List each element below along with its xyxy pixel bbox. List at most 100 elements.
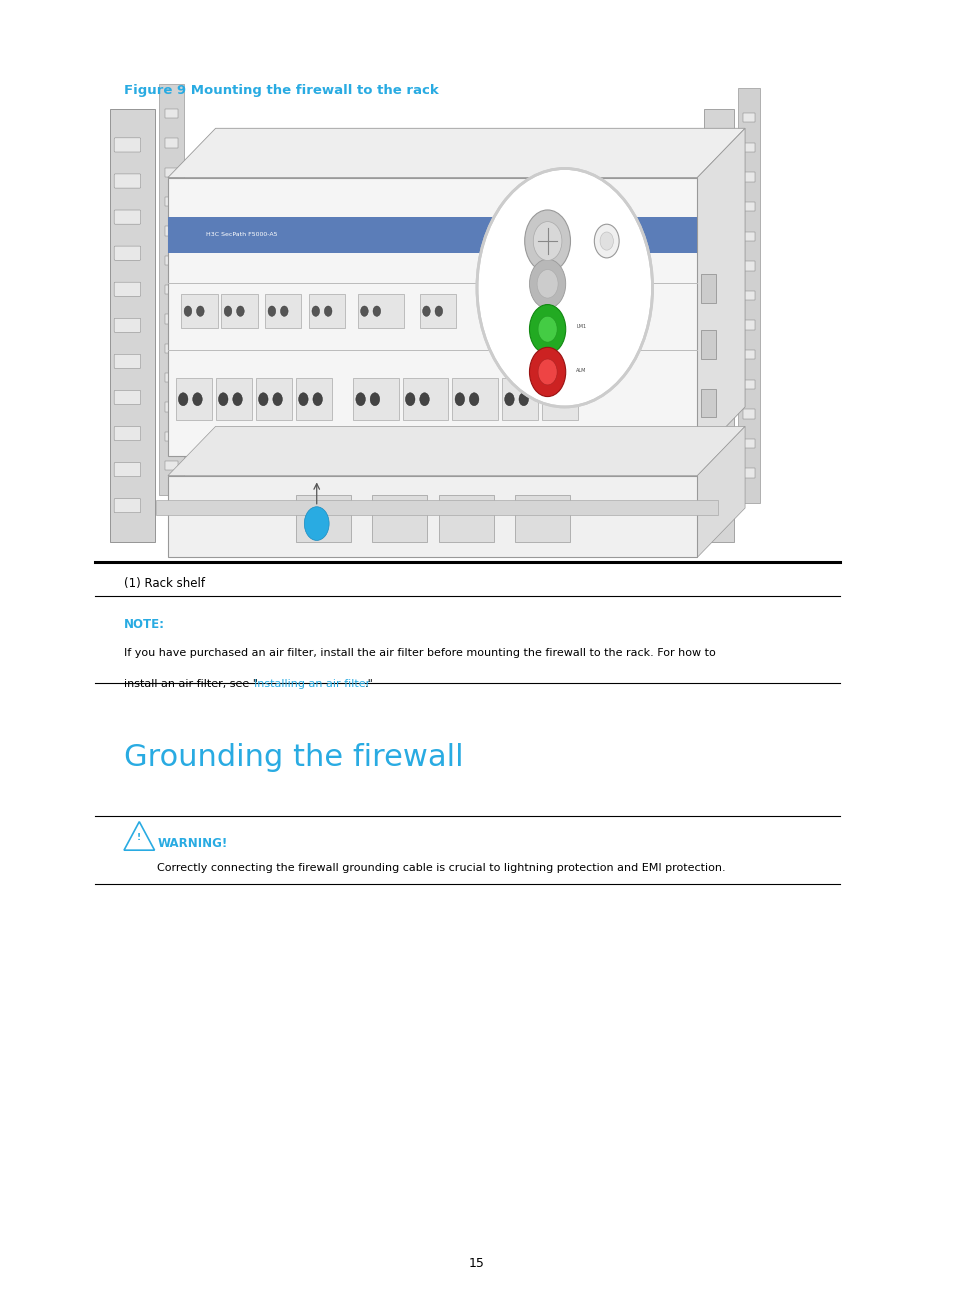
Circle shape — [529, 259, 565, 308]
FancyBboxPatch shape — [114, 210, 140, 224]
FancyBboxPatch shape — [114, 390, 140, 404]
FancyBboxPatch shape — [710, 445, 726, 454]
FancyBboxPatch shape — [215, 378, 252, 420]
Circle shape — [435, 306, 442, 316]
Text: install an air filter, see ": install an air filter, see " — [124, 679, 257, 689]
Circle shape — [504, 393, 514, 406]
FancyBboxPatch shape — [742, 290, 755, 301]
Circle shape — [455, 393, 464, 406]
Circle shape — [594, 224, 618, 258]
Circle shape — [184, 306, 192, 316]
Text: If you have purchased an air filter, install the air filter before mounting the : If you have purchased an air filter, ins… — [124, 648, 715, 658]
FancyBboxPatch shape — [114, 426, 140, 441]
FancyBboxPatch shape — [742, 143, 755, 152]
FancyBboxPatch shape — [165, 402, 178, 412]
Circle shape — [313, 393, 322, 406]
FancyBboxPatch shape — [114, 137, 140, 152]
FancyBboxPatch shape — [114, 174, 140, 188]
FancyBboxPatch shape — [742, 380, 755, 389]
Circle shape — [405, 393, 415, 406]
FancyBboxPatch shape — [700, 275, 716, 303]
Circle shape — [224, 306, 232, 316]
Circle shape — [370, 393, 379, 406]
Circle shape — [518, 393, 528, 406]
FancyBboxPatch shape — [165, 139, 178, 148]
FancyBboxPatch shape — [114, 283, 140, 297]
FancyBboxPatch shape — [255, 378, 292, 420]
Text: 15: 15 — [469, 1257, 484, 1270]
Text: Correctly connecting the firewall grounding cable is crucial to lightning protec: Correctly connecting the firewall ground… — [157, 863, 725, 874]
Circle shape — [280, 306, 288, 316]
Circle shape — [258, 393, 268, 406]
Circle shape — [419, 393, 429, 406]
Circle shape — [193, 393, 202, 406]
Circle shape — [268, 306, 275, 316]
FancyBboxPatch shape — [419, 294, 456, 328]
Circle shape — [529, 347, 565, 397]
FancyBboxPatch shape — [452, 378, 497, 420]
Circle shape — [476, 168, 652, 407]
Circle shape — [236, 306, 244, 316]
FancyBboxPatch shape — [541, 378, 578, 420]
Circle shape — [537, 316, 557, 342]
Text: H3C SecPath F5000-A5: H3C SecPath F5000-A5 — [206, 232, 277, 237]
FancyBboxPatch shape — [165, 197, 178, 206]
Text: Figure 9 Mounting the firewall to the rack: Figure 9 Mounting the firewall to the ra… — [124, 84, 438, 97]
FancyBboxPatch shape — [742, 113, 755, 123]
FancyBboxPatch shape — [181, 294, 217, 328]
FancyBboxPatch shape — [114, 246, 140, 260]
FancyBboxPatch shape — [165, 315, 178, 324]
Polygon shape — [168, 128, 744, 178]
FancyBboxPatch shape — [295, 495, 351, 542]
Circle shape — [324, 306, 332, 316]
FancyBboxPatch shape — [515, 495, 570, 542]
FancyBboxPatch shape — [309, 294, 345, 328]
FancyBboxPatch shape — [710, 413, 726, 422]
FancyBboxPatch shape — [438, 495, 494, 542]
FancyBboxPatch shape — [165, 255, 178, 264]
Text: ALM: ALM — [576, 368, 586, 373]
FancyBboxPatch shape — [742, 320, 755, 330]
Circle shape — [312, 306, 319, 316]
Text: LM1: LM1 — [576, 324, 586, 329]
FancyBboxPatch shape — [710, 197, 726, 206]
FancyBboxPatch shape — [114, 319, 140, 332]
FancyBboxPatch shape — [700, 389, 716, 417]
FancyBboxPatch shape — [710, 505, 726, 516]
Circle shape — [178, 393, 188, 406]
FancyBboxPatch shape — [165, 227, 178, 236]
Circle shape — [360, 306, 368, 316]
FancyBboxPatch shape — [710, 166, 726, 176]
Circle shape — [373, 306, 380, 316]
Circle shape — [544, 393, 554, 406]
Circle shape — [558, 393, 568, 406]
FancyBboxPatch shape — [700, 330, 716, 359]
Circle shape — [273, 393, 282, 406]
Circle shape — [533, 222, 561, 260]
FancyBboxPatch shape — [738, 88, 760, 503]
FancyBboxPatch shape — [742, 410, 755, 419]
FancyBboxPatch shape — [710, 135, 726, 145]
Text: Installing an air filter: Installing an air filter — [253, 679, 370, 689]
FancyBboxPatch shape — [159, 84, 184, 495]
FancyBboxPatch shape — [742, 468, 755, 478]
Circle shape — [537, 270, 558, 298]
FancyBboxPatch shape — [175, 378, 212, 420]
Polygon shape — [697, 426, 744, 557]
Circle shape — [599, 232, 613, 250]
Text: Grounding the firewall: Grounding the firewall — [124, 743, 463, 771]
FancyBboxPatch shape — [710, 351, 726, 362]
Circle shape — [355, 393, 365, 406]
Circle shape — [422, 306, 430, 316]
Circle shape — [304, 507, 329, 540]
FancyBboxPatch shape — [114, 354, 140, 368]
Circle shape — [537, 359, 557, 385]
FancyBboxPatch shape — [703, 109, 733, 542]
FancyBboxPatch shape — [295, 378, 332, 420]
Circle shape — [298, 393, 308, 406]
FancyBboxPatch shape — [168, 178, 697, 456]
FancyBboxPatch shape — [501, 378, 537, 420]
FancyBboxPatch shape — [114, 463, 140, 477]
FancyBboxPatch shape — [742, 260, 755, 271]
FancyBboxPatch shape — [114, 499, 140, 513]
